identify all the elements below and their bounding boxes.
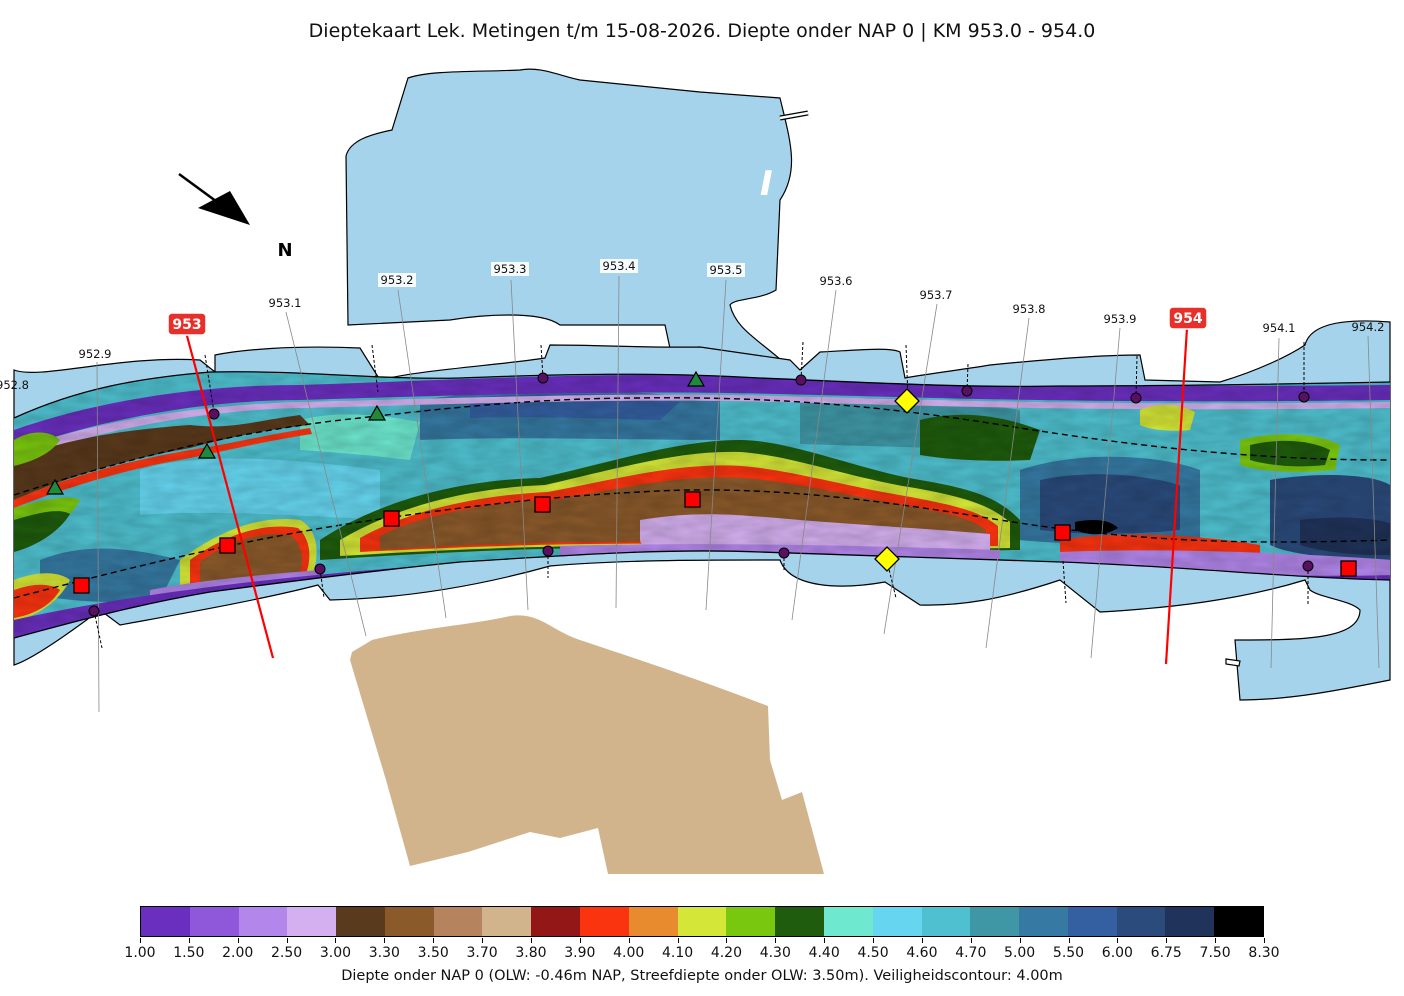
colorbar-segment [287,907,337,936]
km-label: 954.2 [1352,320,1385,334]
colorbar-tick-label: 4.60 [906,945,938,961]
colorbar-label: Diepte onder NAP 0 (OLW: -0.46m NAP, Str… [341,968,1063,984]
colorbar-tick-label: 4.40 [808,945,840,961]
colorbar-tick-label: 1.50 [173,945,205,961]
km-marker-954[interactable]: 954 [1168,306,1208,330]
colorbar-segment [482,907,532,936]
colorbar-segment [433,907,483,936]
colorbar-tick-label: 5.50 [1052,945,1085,961]
colorbar-segment [531,907,581,936]
colorbar-segment [872,907,922,936]
km-label: 954.1 [1263,321,1296,335]
colorbar-segment [384,907,434,936]
north-label: N [277,240,292,261]
colorbar-segment [336,907,385,936]
km-label: 952.8 [0,378,29,392]
colorbar-tick-label: 3.80 [515,945,547,961]
depth-map[interactable]: I [0,0,1404,900]
colorbar-segment [970,907,1020,936]
colorbar-tick-label: 2.00 [222,945,254,961]
colorbar-segment [238,907,288,936]
km-marker-lines [184,327,1189,665]
colorbar-segment [580,907,629,936]
colorbar-tick-label: 4.50 [857,945,889,961]
colorbar-segment [628,907,678,936]
km-labels: 952.8 952.9 953.1 953.2 953.3 953.4 953.… [0,259,1384,392]
colorbar-segment [677,907,727,936]
map-title: Dieptekaart Lek. Metingen t/m 15-08-2026… [308,20,1096,42]
km-label: 953.1 [269,296,302,310]
colorbar-tick-label: 4.10 [661,945,694,961]
groyne-heads [88,372,1314,617]
fairway-boundary-top [13,397,1391,496]
colorbar-segment [1067,907,1117,936]
km-label: 953.4 [603,259,636,273]
colorbar-segment [1165,907,1215,936]
berth-label: I [760,164,773,204]
colorbar-segment [726,907,776,936]
north-arrow: N [178,172,293,261]
colorbar-tick-label: 7.50 [1199,945,1231,961]
colorbar-tick-label: 3.70 [466,945,498,961]
colorbar-tick-label: 4.30 [759,945,791,961]
km-label: 953.7 [920,288,953,302]
km-label: 953.9 [1104,312,1137,326]
obstacle-markers[interactable] [45,370,706,495]
river-outline [13,371,1391,419]
deep-markers[interactable] [874,388,920,572]
land-parcel [350,615,824,874]
colorbar-segment [823,907,873,936]
colorbar-tick-label: 3.30 [368,945,400,961]
colorbar-segment [141,907,190,936]
colorbar-tick-label: 4.20 [710,945,742,961]
km-label: 953.6 [820,274,853,288]
km-label: 953.2 [381,273,414,287]
harbor-basin [345,68,801,396]
colorbar-tick-label: 1.00 [124,945,156,961]
km-marker-953[interactable]: 953 [167,312,207,336]
colorbar-tick-label: 6.00 [1101,945,1133,961]
colorbar-tick-label: 2.50 [271,945,303,961]
km-label: 953.3 [494,262,527,276]
colorbar-tick-label: 6.75 [1150,945,1182,961]
colorbar-tick-label: 8.30 [1248,945,1280,961]
colorbar-segment [921,907,971,936]
km-label: 953.5 [710,263,743,277]
colorbar-segment [1116,907,1166,936]
colorbar-segment [1019,907,1068,936]
colorbar-segment [1214,907,1263,936]
km-gridlines [96,275,1380,713]
shallow-markers[interactable] [73,491,1357,594]
colorbar-ticks: 1.00 1.50 2.00 2.50 3.00 3.30 3.50 3.70 3.80 3.90… [124,938,1280,961]
km-label: 952.9 [79,347,112,361]
colorbar-tick-label: 3.50 [417,945,449,961]
km-marker-label: 953 [172,317,201,333]
colorbar-tick-label: 4.00 [613,945,645,961]
colorbar-segment [775,907,824,936]
colorbar-tick-label: 3.00 [319,945,352,961]
colorbar-tick-label: 5.00 [1004,945,1036,961]
colorbar-tick-label: 4.70 [955,945,987,961]
pier-structure [1225,658,1241,667]
colorbar-segment [189,907,239,936]
colorbar-tick-label: 3.90 [564,945,596,961]
km-label: 953.8 [1013,302,1046,316]
km-marker-label: 954 [1173,311,1202,327]
fairway-boundary-bottom [13,489,1391,599]
depth-colorbar [140,906,1264,937]
